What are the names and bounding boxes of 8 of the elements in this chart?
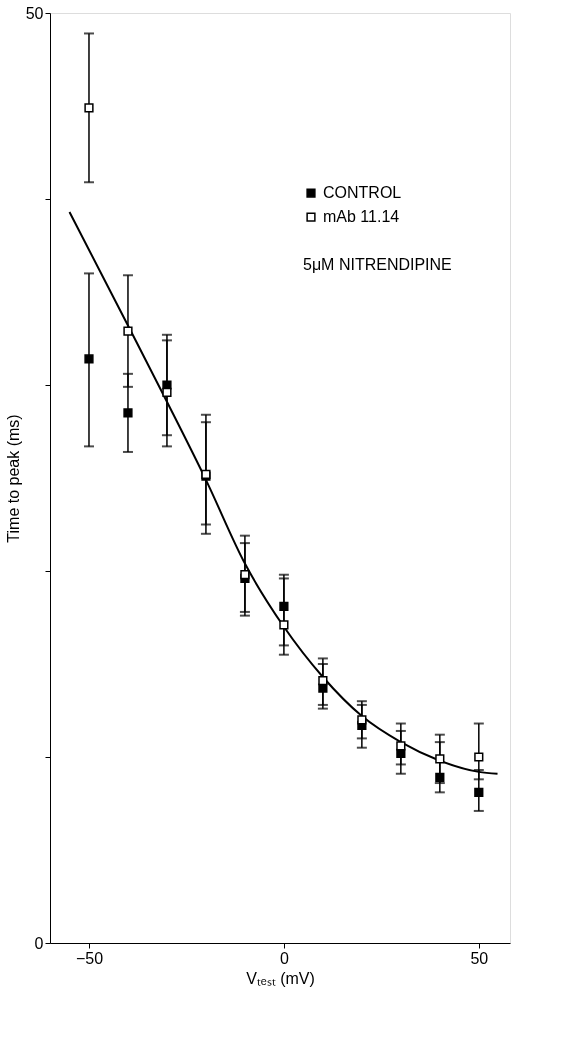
x-tick-label: 0 [279, 949, 289, 967]
y-axis-title: Time to peak (ms) [4, 414, 22, 543]
annotation: 5μM NITRENDIPINE [303, 256, 452, 274]
x-tick-label: −50 [75, 949, 104, 967]
legend-label: mAb 11.14 [323, 208, 400, 226]
legend-label: CONTROL [323, 184, 402, 202]
x-axis-title: Vₜₑₛₜ (mV) [246, 969, 315, 987]
x-tick-label: 50 [470, 949, 489, 967]
